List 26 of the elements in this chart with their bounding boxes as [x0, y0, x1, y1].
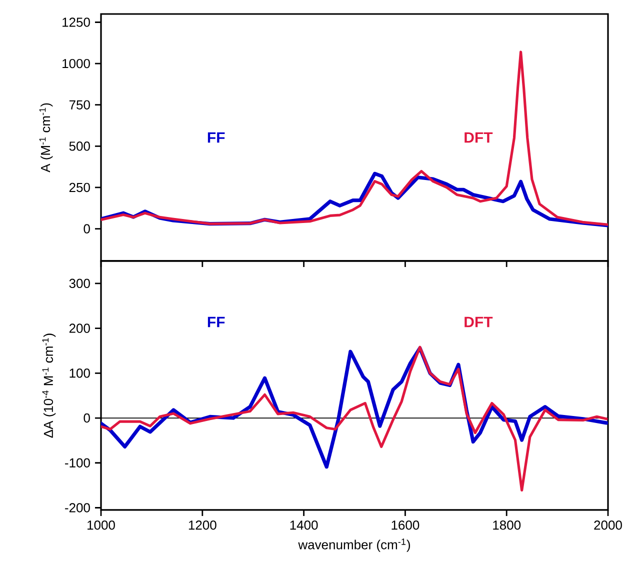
x-tick-label: 2000 — [594, 520, 622, 530]
y-tick-label: 750 — [69, 100, 90, 110]
y-tick-label: 200 — [69, 324, 90, 333]
x-axis-title: wavenumber (cm$^{-1}$) — [298, 538, 410, 552]
x-tick-label: 1600 — [392, 520, 420, 530]
line-series — [101, 50, 608, 226]
y-axis-title: ΔA (10$^{-4}$ M$^{-1}$ cm$^{-1}$) — [42, 334, 56, 438]
text: FF — [208, 132, 225, 143]
x-tick-label: 1200 — [188, 520, 216, 530]
y-tick-label: 500 — [69, 142, 90, 151]
y-tick-label: 250 — [69, 182, 90, 192]
y-tick-label: 300 — [69, 278, 90, 288]
y-tick-label: 100 — [70, 368, 90, 378]
x-tick-label: 1800 — [493, 520, 521, 530]
series-label: DFT — [464, 132, 493, 143]
line-series — [101, 346, 608, 492]
text: FF — [208, 316, 225, 328]
y-tick-label: -200 — [65, 503, 90, 512]
x-tick-label: 1400 — [290, 520, 318, 530]
y-tick-label: -100 — [65, 458, 90, 468]
y-tick-label: 0 — [84, 224, 90, 234]
text: DFT — [464, 316, 493, 328]
y-tick-label: 1000 — [62, 58, 90, 68]
y-tick-label: 1250 — [62, 18, 90, 27]
y-axis-title: A (M$^{-1}$ cm$^{-1}$) — [39, 103, 53, 172]
y-tick-label: 0 — [84, 413, 90, 423]
